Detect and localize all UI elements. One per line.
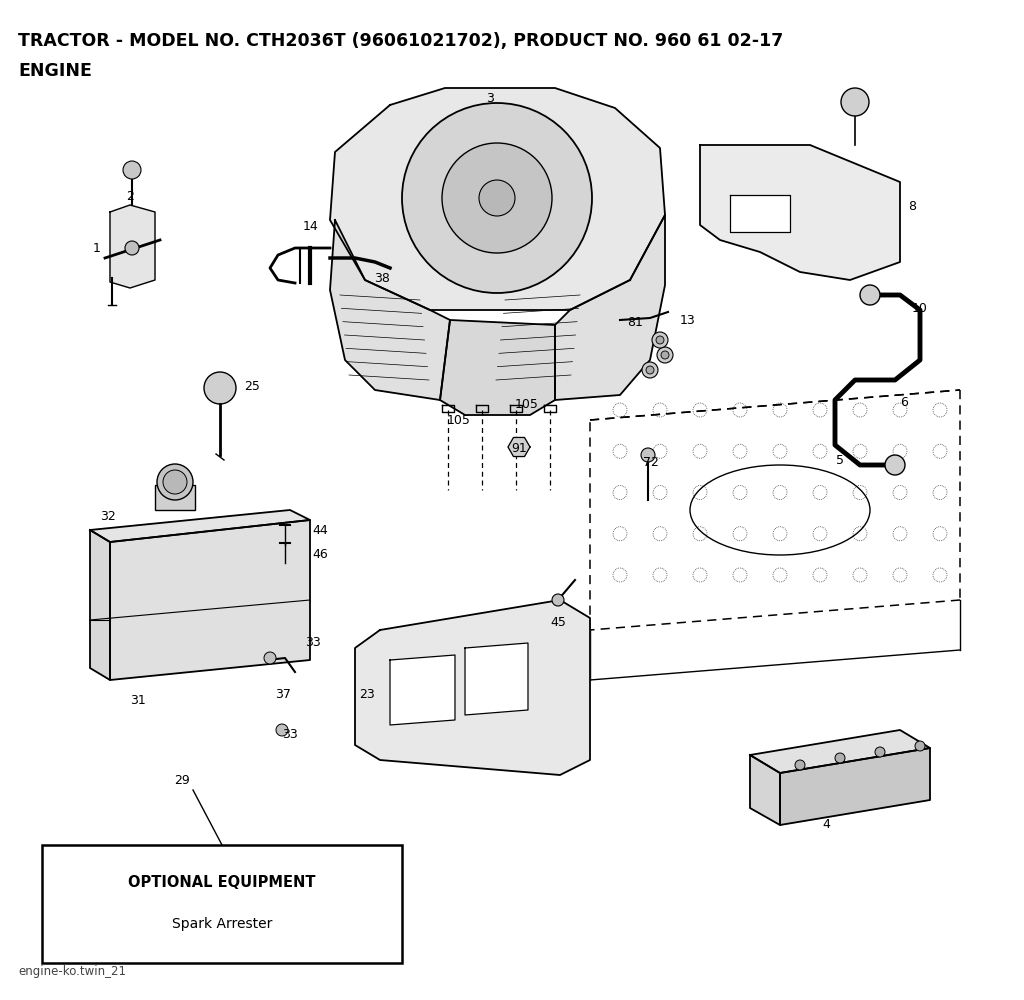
Polygon shape xyxy=(90,530,110,680)
Text: 46: 46 xyxy=(312,548,328,560)
Text: 29: 29 xyxy=(174,774,189,786)
Bar xyxy=(42,845,402,963)
Text: 10: 10 xyxy=(912,302,928,314)
Circle shape xyxy=(641,448,655,462)
Bar xyxy=(155,485,195,510)
Circle shape xyxy=(915,741,925,751)
Polygon shape xyxy=(110,205,155,288)
Circle shape xyxy=(795,760,805,770)
Circle shape xyxy=(656,336,664,344)
Circle shape xyxy=(264,652,276,664)
Text: 5: 5 xyxy=(836,454,844,468)
Text: 72: 72 xyxy=(643,456,658,468)
Text: ENGINE: ENGINE xyxy=(18,62,92,80)
Text: 2: 2 xyxy=(126,190,134,204)
Polygon shape xyxy=(750,755,780,825)
Text: 81: 81 xyxy=(627,316,643,328)
Circle shape xyxy=(479,180,515,216)
Circle shape xyxy=(835,753,845,763)
Circle shape xyxy=(657,347,673,363)
Polygon shape xyxy=(508,437,530,457)
Text: 6: 6 xyxy=(900,396,908,410)
Polygon shape xyxy=(330,88,665,310)
Polygon shape xyxy=(700,145,900,280)
Text: 33: 33 xyxy=(305,637,321,650)
Text: 45: 45 xyxy=(550,615,566,629)
Circle shape xyxy=(642,362,658,378)
Polygon shape xyxy=(355,600,590,775)
Circle shape xyxy=(652,332,668,348)
Polygon shape xyxy=(780,748,930,825)
Circle shape xyxy=(662,351,669,359)
Text: 38: 38 xyxy=(374,271,390,284)
Circle shape xyxy=(276,724,288,736)
Polygon shape xyxy=(440,320,555,415)
Circle shape xyxy=(204,372,236,404)
Text: 105: 105 xyxy=(447,414,471,426)
Circle shape xyxy=(552,594,564,606)
Text: engine-ko.twin_21: engine-ko.twin_21 xyxy=(18,965,126,978)
Text: 13: 13 xyxy=(680,314,696,328)
Circle shape xyxy=(123,161,141,179)
Polygon shape xyxy=(390,655,455,725)
Text: 44: 44 xyxy=(312,524,328,536)
Polygon shape xyxy=(750,730,930,773)
Text: OPTIONAL EQUIPMENT: OPTIONAL EQUIPMENT xyxy=(128,875,315,890)
Circle shape xyxy=(157,464,193,500)
Text: 4: 4 xyxy=(822,818,829,830)
Text: 25: 25 xyxy=(244,380,260,393)
Circle shape xyxy=(841,88,869,116)
Text: 8: 8 xyxy=(908,200,916,214)
Polygon shape xyxy=(330,220,450,400)
Circle shape xyxy=(885,455,905,475)
Circle shape xyxy=(125,241,139,255)
Circle shape xyxy=(163,470,187,494)
Text: 105: 105 xyxy=(515,398,539,412)
Text: 32: 32 xyxy=(100,510,116,522)
Text: 37: 37 xyxy=(275,688,291,702)
Polygon shape xyxy=(730,195,790,232)
Text: 1: 1 xyxy=(93,241,101,254)
Circle shape xyxy=(860,285,880,305)
Circle shape xyxy=(874,747,885,757)
Text: 14: 14 xyxy=(303,220,318,232)
Text: 3: 3 xyxy=(486,92,494,104)
Text: TRACTOR - MODEL NO. CTH2036T (96061021702), PRODUCT NO. 960 61 02-17: TRACTOR - MODEL NO. CTH2036T (9606102170… xyxy=(18,32,783,50)
Text: 33: 33 xyxy=(283,728,298,742)
Circle shape xyxy=(442,143,552,253)
Polygon shape xyxy=(555,215,665,400)
Circle shape xyxy=(646,366,654,374)
Text: 91: 91 xyxy=(511,442,527,456)
Text: 31: 31 xyxy=(130,694,145,706)
Polygon shape xyxy=(90,510,310,542)
Text: Spark Arrester: Spark Arrester xyxy=(172,917,272,931)
Text: 23: 23 xyxy=(359,688,375,702)
Circle shape xyxy=(402,103,592,293)
Polygon shape xyxy=(110,520,310,680)
Polygon shape xyxy=(465,643,528,715)
